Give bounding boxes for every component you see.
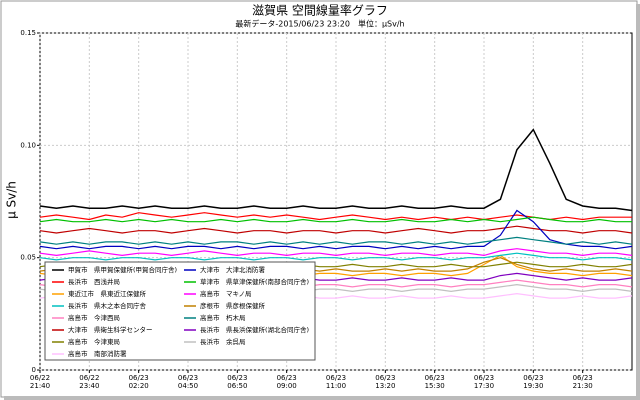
frame-shadow xyxy=(636,4,640,400)
legend-label: 高島市 今津東局 xyxy=(68,337,120,346)
x-tick-label: 06/23 09:00 xyxy=(276,374,297,390)
y-tick-label: 0.05 xyxy=(20,254,36,262)
y-tick-label: 0 xyxy=(32,366,36,374)
y-tick-label: 0.10 xyxy=(20,141,36,149)
x-tick-label: 06/23 19:30 xyxy=(523,374,544,390)
legend-label: 彦根市 県彦根保健所 xyxy=(200,301,266,310)
y-tick-label: 0.15 xyxy=(20,29,36,37)
legend-label: 高島市 マキノ局 xyxy=(200,289,252,298)
legend-label: 大津市 大津北消防署 xyxy=(200,265,266,274)
legend-label: 長浜市 県木之本合同庁舎 xyxy=(68,301,147,310)
x-tick-label: 06/23 04:50 xyxy=(177,374,199,390)
series-line xyxy=(39,225,633,234)
legend-label: 高島市 今津西局 xyxy=(68,313,120,322)
legend-label: 大津市 県衛生科学センター xyxy=(68,325,153,334)
legend-box xyxy=(44,261,316,361)
x-tick-label: 06/23 13:20 xyxy=(375,374,396,390)
y-axis-label: μ Sv/h xyxy=(5,181,19,219)
series-line xyxy=(39,128,633,212)
x-tick-label: 06/22 23:40 xyxy=(79,374,100,390)
frame-shadow xyxy=(4,396,640,400)
series-line xyxy=(39,248,633,257)
x-tick-label: 06/23 17:30 xyxy=(473,374,495,390)
series-line xyxy=(39,209,633,250)
legend-label: 草津市 県草津保健所(南部合同庁舎) xyxy=(200,277,309,286)
chart-subtitle: 最新データ-2015/06/23 23:20 単位：μSv/h xyxy=(235,19,404,29)
x-tick-label: 06/23 11:00 xyxy=(325,374,347,390)
legend-label: 高島市 南部消防署 xyxy=(68,349,127,358)
x-tick-label: 06/23 06:50 xyxy=(227,374,248,390)
x-tick-label: 06/22 21:40 xyxy=(29,374,51,390)
x-tick-label: 06/23 02:20 xyxy=(128,374,149,390)
legend-label: 長浜市 西浅井局 xyxy=(68,277,120,286)
x-tick-label: 06/23 21:30 xyxy=(572,374,593,390)
legend-label: 東近江市 県東近江保健所 xyxy=(68,289,147,298)
series-line xyxy=(39,252,633,261)
chart-title: 滋賀県 空間線量率グラフ xyxy=(252,3,388,18)
series-line xyxy=(39,236,633,245)
x-tick-label: 06/23 15:30 xyxy=(424,374,445,390)
series-line xyxy=(39,216,632,223)
legend-label: 高島市 朽木局 xyxy=(200,313,246,322)
legend-label: 甲賀市 県甲賀保健所(甲賀合同庁舎) xyxy=(68,265,177,274)
legend-label: 長浜市 余呉局 xyxy=(200,337,246,346)
legend-label: 長浜市 県長浜保健所(湖北合同庁舎) xyxy=(200,325,309,334)
